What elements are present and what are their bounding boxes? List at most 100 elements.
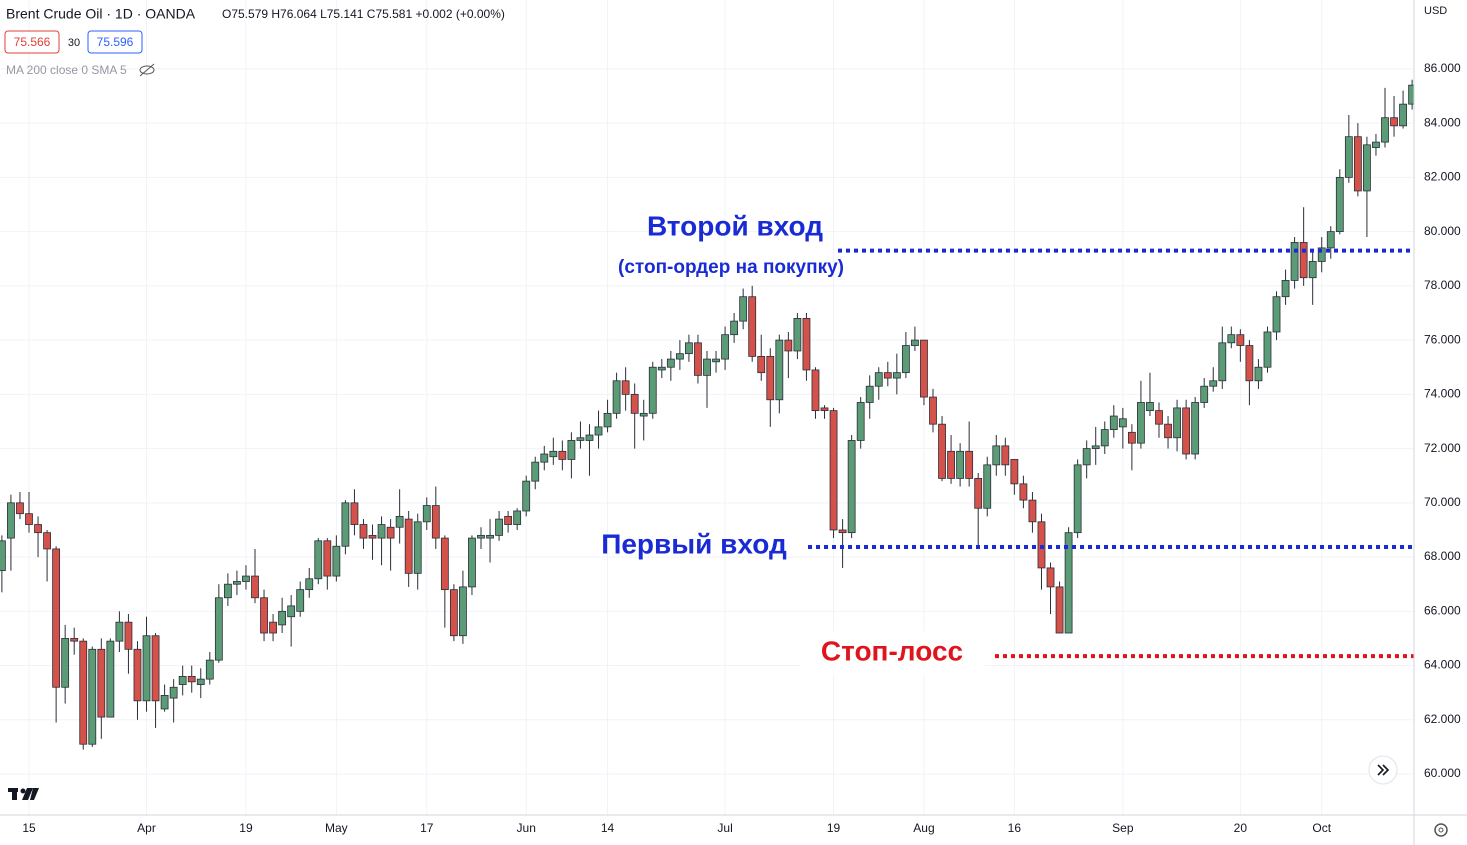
candle-body xyxy=(287,605,296,618)
candle-body xyxy=(106,640,115,718)
candle-body xyxy=(1254,366,1263,382)
candle-body xyxy=(956,450,965,479)
candle-body xyxy=(612,380,621,414)
candle-body xyxy=(513,510,522,525)
label-backdrop xyxy=(800,631,985,675)
candle-body xyxy=(856,402,865,441)
candle-body xyxy=(549,450,558,458)
candle-body xyxy=(1353,136,1362,192)
level-label: Первый вход xyxy=(601,528,787,559)
x-tick-label: Apr xyxy=(137,821,156,835)
candle-body xyxy=(920,339,928,398)
candle-body xyxy=(413,521,422,574)
candle-body xyxy=(874,372,883,387)
candle-body xyxy=(802,318,811,371)
candle-body xyxy=(323,540,332,577)
candle-body xyxy=(187,676,196,683)
candle-body xyxy=(929,396,937,425)
settings-icon[interactable] xyxy=(1434,823,1448,837)
candle-body xyxy=(1236,334,1245,346)
candle-body xyxy=(1326,231,1335,249)
x-tick-label: 17 xyxy=(420,821,434,835)
sell-price[interactable]: 75.566 xyxy=(14,35,51,49)
candle-body xyxy=(757,355,766,374)
candle-body xyxy=(1317,247,1326,262)
candle-body xyxy=(133,648,142,702)
candle-body xyxy=(43,532,51,550)
candle-body xyxy=(739,296,748,322)
candle-body xyxy=(196,678,205,685)
candle-body xyxy=(368,534,377,539)
candle-body xyxy=(242,575,250,582)
candle-body xyxy=(1064,532,1073,634)
candle-body xyxy=(648,366,657,414)
sell-box[interactable] xyxy=(4,30,60,54)
candle-body xyxy=(703,358,711,376)
candle-body xyxy=(974,478,983,509)
candle-body xyxy=(847,440,856,534)
x-tick-label: Oct xyxy=(1312,821,1331,835)
candle-body xyxy=(901,345,910,374)
y-tick-label: 64.000 xyxy=(1424,658,1461,672)
candle-body xyxy=(1146,402,1154,412)
candle-body xyxy=(1200,385,1209,403)
x-tick-label: 16 xyxy=(1008,821,1022,835)
candle-body xyxy=(883,372,892,379)
candle-body xyxy=(675,353,684,360)
candle-body xyxy=(712,358,720,363)
indicator-label[interactable]: MA 200 close 0 SMA 5 xyxy=(6,63,127,77)
candle-body xyxy=(1209,380,1218,387)
x-tick-label: 19 xyxy=(239,821,253,835)
candle-body xyxy=(775,339,784,401)
candle-body xyxy=(223,583,232,599)
candle-body xyxy=(1372,141,1380,148)
candle-body xyxy=(1263,331,1272,368)
candle-body xyxy=(838,529,847,534)
candle-body xyxy=(205,659,214,680)
candle-body xyxy=(820,407,829,412)
candle-body xyxy=(567,440,576,460)
candle-body xyxy=(1173,407,1181,439)
candle-body xyxy=(16,502,24,515)
currency[interactable]: USD xyxy=(1424,5,1447,17)
y-tick-label: 62.000 xyxy=(1424,712,1461,726)
candle-body xyxy=(1127,431,1136,444)
scroll-button[interactable] xyxy=(1368,755,1398,785)
candle-body xyxy=(178,676,187,685)
candle-body xyxy=(1091,445,1100,449)
candle-body xyxy=(332,545,341,577)
candle-body xyxy=(504,515,513,525)
candle-body xyxy=(1227,334,1236,344)
candle-body xyxy=(1073,464,1082,534)
candle-body xyxy=(296,589,305,612)
candle-body xyxy=(61,638,70,688)
candle-body xyxy=(1290,242,1299,281)
candle-body xyxy=(142,635,151,702)
y-tick-label: 72.000 xyxy=(1424,441,1461,455)
candle-body xyxy=(657,366,666,371)
hide-icon[interactable] xyxy=(139,63,155,77)
candle-body xyxy=(1137,402,1145,444)
buy-price[interactable]: 75.596 xyxy=(97,35,134,49)
candle-body xyxy=(477,534,485,539)
candle-body xyxy=(829,410,838,531)
candle-body xyxy=(639,412,648,417)
candle-body xyxy=(1010,459,1019,485)
candle-body xyxy=(97,648,106,718)
candle-body xyxy=(1155,410,1163,425)
buy-box[interactable] xyxy=(87,30,143,54)
candle-body xyxy=(251,575,259,599)
candle-body xyxy=(449,589,458,637)
candle-body xyxy=(531,461,540,482)
candle-body xyxy=(124,621,133,650)
candle-body xyxy=(730,320,739,336)
candle-body xyxy=(88,648,97,745)
candle-body xyxy=(1019,483,1028,501)
candle-body xyxy=(766,355,775,401)
candle-body xyxy=(422,505,431,523)
candle-body xyxy=(594,426,603,436)
y-tick-label: 66.000 xyxy=(1424,603,1461,617)
candle-body xyxy=(522,480,531,512)
candle-body xyxy=(1191,402,1200,455)
